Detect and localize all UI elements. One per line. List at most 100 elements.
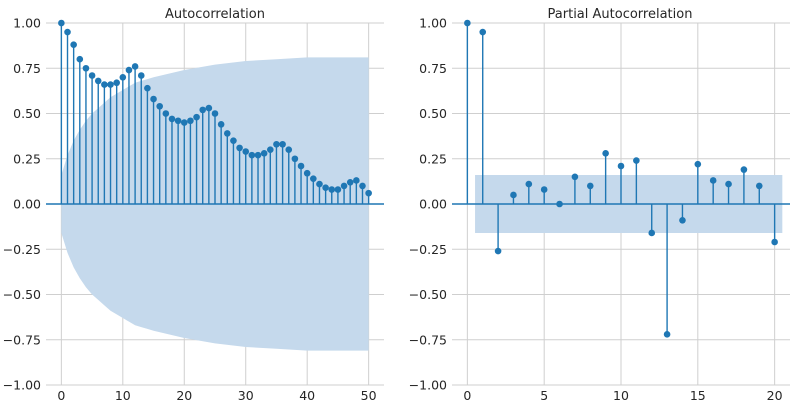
- pacf-point-15: [694, 160, 702, 168]
- acf-point-33: [260, 150, 268, 157]
- pacf-title: Partial Autocorrelation: [548, 7, 693, 22]
- acf-point-11: [125, 66, 133, 74]
- pacf-point-2: [494, 247, 502, 255]
- acf-x-tick-label: 30: [238, 388, 254, 403]
- pacf-point-16: [709, 177, 717, 184]
- acf-point-36: [279, 140, 286, 148]
- acf-y-tick-label: −1.00: [3, 378, 41, 393]
- acf-point-29: [236, 144, 243, 152]
- pacf-y-tick-label: −0.50: [409, 287, 447, 302]
- acf-point-39: [297, 162, 305, 170]
- acf-x-tick-label: 50: [361, 388, 377, 403]
- acf-y-tick-labels: −1.00 −0.75 −0.50 −0.25 0.00 0.25 0.50 0.75 1.00: [3, 16, 41, 393]
- pacf-y-tick-label: 1.00: [419, 16, 447, 31]
- pacf-point-6: [556, 200, 563, 208]
- pacf-point-20: [771, 238, 778, 246]
- acf-point-20: [180, 119, 188, 126]
- acf-point-32: [254, 151, 262, 159]
- acf-x-tick-labels: 0 10 20 30 40 50: [57, 388, 376, 403]
- pacf-point-19: [755, 182, 763, 190]
- pacf-point-14: [679, 216, 686, 224]
- pacf-point-5: [540, 186, 548, 193]
- pacf-point-9: [602, 150, 609, 157]
- acf-point-50: [365, 189, 372, 197]
- acf-point-14: [144, 84, 151, 92]
- acf-point-3: [76, 55, 84, 63]
- acf-point-1: [64, 28, 71, 36]
- pacf-x-tick-labels: 0 5 10 15 20: [463, 388, 782, 403]
- pacf-y-tick-label: 0.75: [419, 61, 447, 76]
- pacf-point-3: [510, 191, 517, 199]
- acf-point-2: [70, 41, 77, 49]
- acf-point-18: [168, 115, 176, 123]
- acf-point-19: [174, 117, 182, 125]
- acf-point-28: [230, 137, 237, 144]
- pacf-point-13: [663, 331, 671, 338]
- pacf-point-18: [740, 166, 748, 173]
- acf-point-15: [150, 95, 157, 103]
- acf-point-40: [303, 169, 311, 177]
- pacf-x-tick-label: 10: [613, 388, 629, 403]
- pacf-point-17: [725, 180, 732, 188]
- acf-point-7: [101, 81, 108, 88]
- acf-y-tick-label: 1.00: [13, 16, 41, 31]
- acf-point-12: [131, 63, 139, 70]
- acf-point-31: [248, 151, 256, 159]
- acf-stems: [58, 19, 372, 204]
- acf-point-8: [107, 81, 114, 88]
- acf-point-44: [328, 186, 336, 193]
- acf-point-17: [162, 110, 170, 117]
- acf-x-tick-label: 40: [299, 388, 315, 403]
- acf-x-tick-label: 20: [176, 388, 192, 403]
- pacf-point-4: [525, 180, 533, 188]
- acf-point-37: [285, 146, 293, 153]
- acf-y-tick-label: −0.25: [3, 242, 41, 257]
- acf-point-0: [58, 19, 65, 27]
- acf-point-46: [340, 182, 348, 190]
- acf-point-48: [353, 177, 360, 184]
- acf-title: Autocorrelation: [165, 7, 265, 22]
- acf-x-tick-label: 0: [57, 388, 65, 403]
- acf-point-21: [187, 117, 194, 125]
- pacf-point-8: [586, 182, 594, 190]
- acf-point-26: [217, 121, 225, 128]
- acf-point-47: [346, 178, 354, 186]
- pacf-point-11: [633, 157, 640, 164]
- pacf-point-7: [571, 173, 579, 181]
- pacf-point-1: [479, 28, 487, 36]
- pacf-y-tick-label: 0.00: [419, 197, 447, 212]
- acf-point-10: [119, 74, 127, 81]
- acf-point-23: [199, 106, 207, 114]
- acf-point-35: [273, 140, 280, 148]
- acf-point-13: [137, 72, 145, 79]
- pacf-y-tick-label: 0.50: [419, 106, 447, 121]
- acf-point-22: [193, 113, 200, 121]
- acf-point-30: [242, 148, 250, 155]
- acf-point-25: [211, 110, 219, 117]
- acf-point-24: [205, 104, 213, 112]
- acf-point-34: [267, 146, 274, 153]
- pacf-x-tick-label: 0: [463, 388, 471, 403]
- acf-y-tick-label: 0.75: [13, 61, 41, 76]
- acf-y-tick-label: 0.00: [13, 197, 41, 212]
- acf-point-27: [223, 130, 231, 137]
- acf-y-tick-label: −0.75: [3, 332, 41, 347]
- acf-point-6: [94, 77, 102, 85]
- pacf-point-12: [648, 229, 656, 237]
- pacf-y-tick-label: 0.25: [419, 151, 447, 166]
- acf-point-16: [156, 102, 163, 110]
- acf-y-tick-label: 0.25: [13, 151, 41, 166]
- acf-point-5: [88, 72, 96, 79]
- acf-point-9: [113, 79, 120, 87]
- pacf-stems: [464, 19, 778, 338]
- pacf-point-10: [617, 162, 625, 170]
- acf-point-38: [291, 155, 299, 163]
- acf-y-tick-label: −0.50: [3, 287, 41, 302]
- pacf-x-tick-label: 5: [540, 388, 548, 403]
- acf-point-43: [322, 184, 329, 192]
- pacf-y-tick-label: −0.25: [409, 242, 447, 257]
- acf-point-4: [82, 64, 90, 72]
- acf-point-45: [334, 186, 342, 193]
- acf-point-42: [316, 180, 323, 188]
